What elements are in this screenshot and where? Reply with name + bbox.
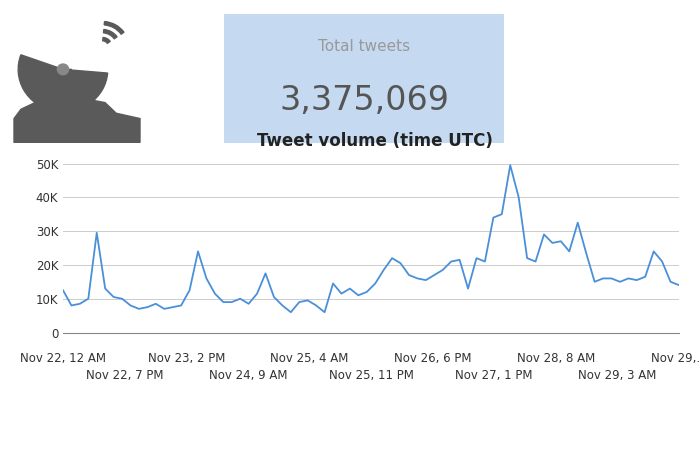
- Text: Nov 29,...: Nov 29,...: [651, 352, 700, 365]
- Text: Nov 22, 7 PM: Nov 22, 7 PM: [86, 369, 163, 381]
- Text: Nov 26, 6 PM: Nov 26, 6 PM: [394, 352, 471, 365]
- Polygon shape: [55, 69, 71, 105]
- Polygon shape: [14, 100, 140, 142]
- FancyBboxPatch shape: [213, 12, 515, 145]
- Text: Tweet volume (time UTC): Tweet volume (time UTC): [257, 132, 492, 150]
- Circle shape: [57, 64, 69, 75]
- Text: Total tweets: Total tweets: [318, 39, 410, 54]
- Wedge shape: [103, 38, 110, 43]
- Text: Nov 27, 1 PM: Nov 27, 1 PM: [456, 369, 533, 381]
- Text: Nov 24, 9 AM: Nov 24, 9 AM: [209, 369, 287, 381]
- Text: 3,375,069: 3,375,069: [279, 84, 449, 117]
- Wedge shape: [104, 29, 117, 39]
- Text: Nov 25, 4 AM: Nov 25, 4 AM: [270, 352, 349, 365]
- Wedge shape: [18, 55, 108, 112]
- Text: Nov 29, 3 AM: Nov 29, 3 AM: [578, 369, 657, 381]
- Text: Nov 23, 2 PM: Nov 23, 2 PM: [148, 352, 225, 365]
- Text: Nov 25, 11 PM: Nov 25, 11 PM: [328, 369, 414, 381]
- Text: Nov 22, 12 AM: Nov 22, 12 AM: [20, 352, 106, 365]
- Text: Nov 28, 8 AM: Nov 28, 8 AM: [517, 352, 595, 365]
- Wedge shape: [104, 21, 124, 34]
